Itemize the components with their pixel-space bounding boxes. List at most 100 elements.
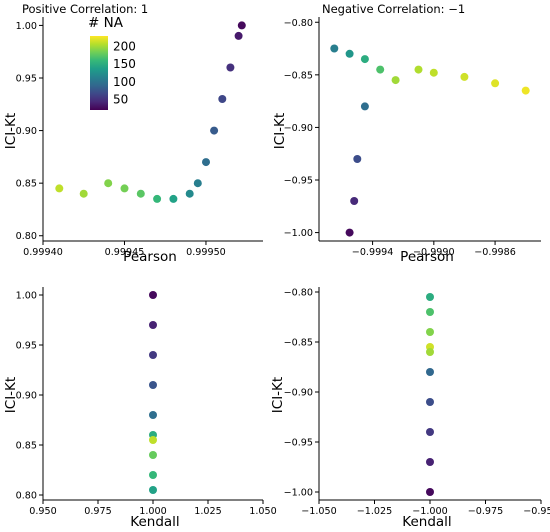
y-tick-label: −0.85: [284, 70, 313, 81]
scatter-point: [149, 436, 157, 444]
scatter-point: [426, 293, 434, 301]
y-tick-label: 0.90: [16, 391, 37, 402]
panel3-xlabel: Kendall: [130, 514, 179, 530]
scatter-point: [226, 63, 235, 72]
panel3-ylabel: ICI-Kt: [3, 377, 19, 413]
colorbar-tick-label: 50: [113, 92, 128, 106]
scatter-point: [169, 194, 178, 203]
scatter-point: [149, 451, 157, 459]
scatter-point: [345, 49, 354, 58]
x-tick-label: 1.000: [139, 506, 166, 517]
scatter-point: [376, 65, 385, 74]
panel1-plot-area: 0.99940 0.99945 0.99950 0.80 0.85 0.90 0.95 1.0…: [16, 17, 263, 258]
x-tick-label: −0.9994: [352, 247, 394, 258]
scatter-point: [202, 158, 210, 167]
scatter-point: [149, 351, 157, 359]
colorbar: # NA 200 150 100 50: [88, 15, 136, 110]
scatter-point: [429, 68, 438, 77]
scatter-point: [185, 189, 194, 198]
scatter-point: [149, 486, 157, 494]
panel2-plot-area: −0.9994 −0.9990 −0.9986 −0.80 −0.85 −0.90 −0.9…: [284, 17, 541, 258]
scatter-point: [391, 76, 400, 85]
panel4-plot-area: −1.050 −1.025 −1.000 −0.975 −0.950 −0.80 −0.85…: [284, 287, 550, 517]
panel2-xlabel: Pearson: [400, 249, 454, 265]
scatter-point: [414, 65, 423, 74]
scatter-point: [350, 197, 359, 205]
scatter-point: [120, 184, 129, 193]
scatter-point: [149, 321, 157, 329]
y-tick-label: 0.85: [16, 179, 37, 190]
colorbar-tick-label: 150: [113, 57, 136, 71]
x-tick-label: −0.9990: [413, 247, 455, 258]
y-tick-label: −1.00: [284, 488, 313, 499]
scatter-point: [426, 348, 434, 356]
scatter-point: [353, 155, 362, 163]
x-tick-label: 0.99940: [23, 247, 63, 258]
scatter-point: [193, 179, 202, 188]
scatter-point: [491, 79, 500, 88]
colorbar-tick-label: 100: [113, 75, 136, 89]
scatter-point: [153, 194, 162, 203]
x-tick-label: 0.950: [29, 506, 56, 517]
panel4-xlabel: Kendall: [402, 514, 451, 530]
scatter-point: [136, 189, 145, 198]
scatter-point: [360, 102, 369, 111]
scatter-point: [330, 44, 339, 53]
y-tick-label: 1.00: [16, 291, 37, 302]
scatter-point: [426, 368, 434, 376]
x-tick-label: −1.025: [357, 506, 393, 517]
x-tick-label: −1.050: [301, 506, 337, 517]
scatter-point: [426, 308, 434, 316]
y-tick-label: 1.00: [16, 21, 37, 32]
y-tick-label: 0.80: [16, 491, 37, 502]
scatter-point: [218, 95, 227, 103]
y-tick-label: 0.90: [16, 126, 37, 137]
scatter-point: [426, 428, 434, 436]
x-tick-label: 1.025: [194, 506, 221, 517]
scatter-point: [234, 31, 243, 40]
panel-positive-pearson: Positive Correlation: 1 Pearson ICI-Kt 0…: [3, 2, 263, 265]
panel3-plot-area: 0.950 0.975 1.000 1.025 1.050 0.80 0.85 0.90 0.9…: [16, 287, 277, 517]
scatter-point: [210, 126, 219, 135]
x-tick-label: 0.975: [84, 506, 111, 517]
y-tick-label: −0.90: [284, 388, 313, 399]
scatter-point: [521, 86, 530, 95]
y-tick-label: −0.85: [284, 338, 313, 349]
panel-negative-pearson: Negative Correlation: −1 Pearson ICI-Kt …: [272, 2, 541, 265]
y-tick-label: −0.80: [284, 288, 313, 299]
panel-positive-kendall: Kendall ICI-Kt 0.950 0.975 1.000 1.025 1.050…: [3, 287, 277, 530]
y-tick-label: −0.80: [284, 18, 313, 29]
panel4-ylabel: ICI-Kt: [270, 377, 286, 413]
panel2-title: Negative Correlation: −1: [322, 2, 465, 16]
panel-negative-kendall: Kendall ICI-Kt −1.050 −1.025 −1.000 −0.975−…: [270, 287, 550, 530]
scatter-point: [149, 411, 157, 419]
scatter-point: [149, 381, 157, 389]
colorbar-gradient: [90, 36, 108, 110]
colorbar-tick-label: 200: [113, 40, 136, 54]
scatter-point: [149, 471, 157, 479]
scatter-point: [426, 398, 434, 406]
panel1-ylabel: ICI-Kt: [3, 113, 19, 149]
scatter-point: [460, 72, 469, 81]
panel2-ylabel: ICI-Kt: [272, 113, 288, 149]
colorbar-ticks: 200 150 100 50: [113, 40, 136, 107]
scatter-point: [426, 488, 434, 496]
scatter-point: [55, 184, 64, 193]
y-tick-label: 0.95: [16, 73, 37, 84]
scatter-point: [426, 458, 434, 466]
y-tick-label: 0.80: [16, 231, 37, 242]
x-tick-label: −0.9986: [474, 247, 516, 258]
scatter-point: [104, 179, 113, 188]
y-tick-label: −0.95: [284, 438, 313, 449]
x-tick-label: −1.000: [412, 506, 448, 517]
x-tick-label: −0.975: [468, 506, 504, 517]
y-tick-label: −0.95: [284, 176, 313, 187]
scatter-point: [426, 328, 434, 336]
x-tick-label: 0.99945: [105, 247, 145, 258]
panel1-xlabel: Pearson: [123, 249, 177, 265]
x-tick-label: −0.950: [523, 506, 550, 517]
x-tick-label: 1.050: [249, 506, 276, 517]
scatter-point: [79, 189, 88, 198]
scatter-point: [345, 228, 354, 237]
